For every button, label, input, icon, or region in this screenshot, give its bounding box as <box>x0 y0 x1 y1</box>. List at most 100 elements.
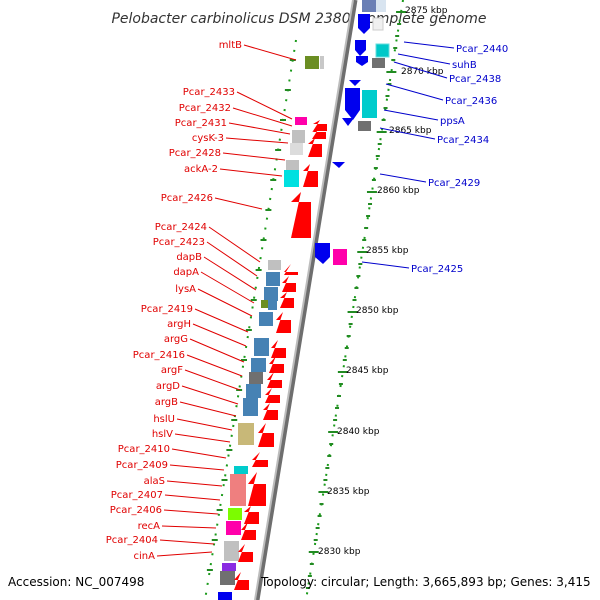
gene-label: ackA-2 <box>184 164 218 175</box>
leader-line <box>164 494 221 501</box>
gene-label: Pcar_2410 <box>118 444 170 455</box>
forward-gene-labels: Pcar_2440 suhB Pcar_2438 Pcar_2436 ppsA … <box>411 44 508 275</box>
leader-line <box>361 261 410 269</box>
leader-line <box>379 127 436 140</box>
leader-line <box>181 385 239 405</box>
gene-label: dapB <box>176 252 202 263</box>
scale-label: 2835 kbp <box>327 487 370 497</box>
accession-text: Accession: NC_007498 <box>8 575 144 589</box>
leader-line <box>385 83 444 101</box>
gene-label: dapA <box>173 267 199 278</box>
scale-label: 2850 kbp <box>356 306 399 316</box>
leader-line <box>219 168 283 177</box>
leader-line <box>176 418 233 431</box>
scale-label: 2875 kbp <box>405 6 448 16</box>
leader-line <box>236 91 293 120</box>
forward-features <box>315 0 390 265</box>
gene-label: argF <box>161 365 183 376</box>
leader-line <box>163 509 219 515</box>
topology-text: Topology: circular; Length: 3,665,893 bp… <box>260 575 591 589</box>
gene-label: cysK-3 <box>192 133 224 144</box>
leader-line <box>208 226 261 263</box>
leader-line <box>186 354 243 377</box>
leader-line <box>159 539 215 545</box>
leader-line <box>214 197 263 210</box>
gene-label: Pcar_2416 <box>133 350 185 361</box>
leader-line <box>383 109 439 121</box>
gene-label: Pcar_2423 <box>153 237 205 248</box>
leader-line <box>179 401 237 417</box>
leader-line <box>192 323 247 347</box>
guide-rings <box>204 0 404 600</box>
gene-label: alaS <box>144 476 165 487</box>
leader-line <box>197 288 253 317</box>
gene-label: Pcar_2407 <box>111 490 163 501</box>
gene-label: Pcar_2440 <box>456 44 508 55</box>
scale-ticks <box>206 11 407 589</box>
gene-label: hslV <box>152 429 173 440</box>
gene-label: ppsA <box>440 116 465 127</box>
gene-label: argG <box>164 334 188 345</box>
scale-labels: 2875 kbp 2870 kbp 2865 kbp 2860 kbp 2855… <box>318 6 448 557</box>
leader-line <box>225 137 289 144</box>
gene-label: mltB <box>219 40 242 51</box>
gene-label: Pcar_2404 <box>106 535 158 546</box>
gene-label: hslU <box>153 414 175 425</box>
leader-line <box>169 464 225 471</box>
gene-label: Pcar_2425 <box>411 264 463 275</box>
map-title: Pelobacter carbinolicus DSM 2380, comple… <box>111 11 486 27</box>
leader-line <box>393 61 448 79</box>
scale-label: 2840 kbp <box>337 427 380 437</box>
gene-label: Pcar_2429 <box>428 178 480 189</box>
scale-label: 2830 kbp <box>318 547 361 557</box>
gene-label: Pcar_2419 <box>141 304 193 315</box>
leader-line <box>222 152 286 161</box>
leader-line <box>166 480 223 487</box>
leader-line <box>161 525 217 529</box>
scale-label: 2845 kbp <box>346 366 389 376</box>
scale-label: 2855 kbp <box>366 246 409 256</box>
gene-label: recA <box>138 521 161 532</box>
label-leaders <box>156 41 455 557</box>
gene-label: cinA <box>134 551 156 562</box>
genome-backbone <box>254 0 358 600</box>
gene-label: lysA <box>175 284 196 295</box>
gene-label: Pcar_2424 <box>155 222 207 233</box>
leader-line <box>194 308 249 333</box>
gene-label: Pcar_2432 <box>179 103 231 114</box>
gene-label: Pcar_2431 <box>175 118 227 129</box>
gene-label: Pcar_2409 <box>116 460 168 471</box>
gene-label: Pcar_2433 <box>183 87 235 98</box>
leader-line <box>200 271 255 304</box>
gene-label: argD <box>156 381 180 392</box>
leader-line <box>403 41 455 49</box>
gene-label: argH <box>167 319 191 330</box>
gene-label: suhB <box>452 60 477 71</box>
leader-line <box>206 241 258 277</box>
leader-line <box>232 107 293 127</box>
gene-label: Pcar_2438 <box>449 74 501 85</box>
scale-label: 2860 kbp <box>377 186 420 196</box>
leader-line <box>174 433 231 443</box>
gene-label: Pcar_2434 <box>437 135 489 146</box>
gene-label: Pcar_2436 <box>445 96 497 107</box>
leader-line <box>184 369 241 391</box>
leader-line <box>171 448 227 459</box>
leader-line <box>243 44 297 61</box>
leader-line <box>228 122 291 135</box>
gene-label: Pcar_2406 <box>110 505 162 516</box>
reverse-features <box>218 56 327 600</box>
leader-line <box>379 173 427 183</box>
leader-line <box>203 256 257 291</box>
leader-line <box>156 551 213 557</box>
footer: Accession: NC_007498 Topology: circular;… <box>8 575 591 589</box>
gene-label: Pcar_2426 <box>161 193 213 204</box>
gene-label: Pcar_2428 <box>169 148 221 159</box>
scale-label: 2865 kbp <box>389 126 432 136</box>
reverse-gene-labels: mltB Pcar_2433 Pcar_2432 Pcar_2431 cysK-… <box>106 40 242 562</box>
scale-label: 2870 kbp <box>401 67 444 77</box>
leader-line <box>189 338 245 363</box>
gene-label: argB <box>155 397 178 408</box>
leader-line <box>397 53 451 65</box>
